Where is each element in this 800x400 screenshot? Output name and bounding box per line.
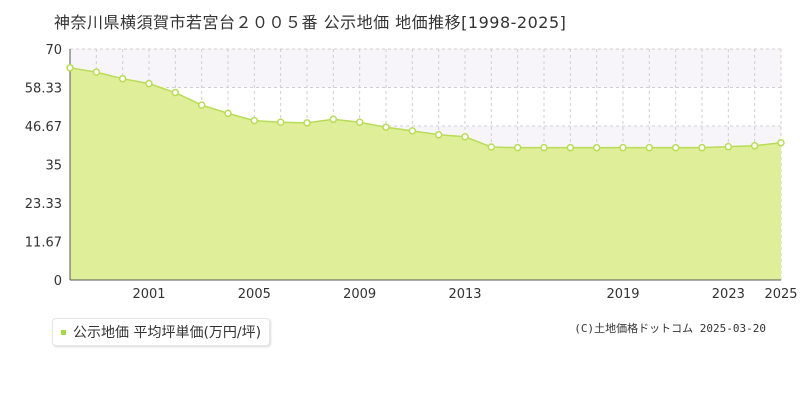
grid-band	[70, 49, 781, 88]
data-point	[513, 143, 522, 152]
data-point	[487, 143, 496, 151]
x-tick-label: 2013	[448, 287, 481, 302]
data-point	[408, 127, 417, 135]
series-line	[69, 67, 782, 149]
credit-text: (C)土地価格ドットコム 2025-03-20	[574, 322, 766, 335]
data-point	[329, 115, 338, 124]
data-point	[645, 143, 654, 152]
y-tick-label: 58.33	[25, 82, 62, 97]
x-tick-label: 2023	[712, 287, 745, 302]
data-point	[566, 143, 575, 152]
legend-label: 公示地価 平均坪単価(万円/坪)	[73, 325, 262, 341]
legend-marker-icon	[61, 329, 66, 335]
data-point	[276, 118, 285, 127]
data-point	[171, 88, 180, 97]
data-point	[750, 141, 759, 150]
data-point	[619, 143, 627, 152]
data-point	[540, 143, 548, 152]
data-point	[724, 142, 733, 151]
data-point	[592, 143, 601, 152]
data-point	[66, 64, 74, 72]
data-point	[197, 101, 206, 109]
y-tick-label: 23.33	[25, 197, 62, 212]
data-point	[671, 143, 680, 152]
data-point	[777, 138, 785, 147]
x-tick-label: 2009	[343, 287, 376, 302]
data-point	[118, 74, 127, 83]
y-tick-label: 70	[45, 43, 62, 58]
data-point	[355, 118, 364, 127]
y-tick-label: 46.67	[25, 120, 62, 135]
data-point	[303, 119, 311, 127]
legend[interactable]: 公示地価 平均坪単価(万円/坪)	[52, 318, 271, 346]
data-point	[224, 109, 232, 118]
data-point	[382, 123, 390, 131]
x-tick-label: 2019	[606, 287, 639, 302]
data-point	[145, 79, 153, 88]
data-point	[461, 133, 469, 141]
series-area	[70, 67, 781, 280]
y-tick-label: 35	[45, 159, 62, 174]
data-point	[698, 143, 706, 152]
y-tick-label: 0	[54, 274, 62, 289]
y-tick-label: 11.67	[25, 235, 62, 250]
data-point	[92, 68, 101, 76]
chart-title: 神奈川県横須賀市若宮台２００５番 公示地価 地価推移[1998-2025]	[54, 13, 567, 32]
data-point	[434, 131, 443, 139]
x-tick-label: 2025	[764, 287, 797, 302]
x-tick-label: 2001	[132, 287, 165, 302]
data-point	[250, 116, 259, 125]
x-tick-label: 2005	[238, 287, 271, 302]
